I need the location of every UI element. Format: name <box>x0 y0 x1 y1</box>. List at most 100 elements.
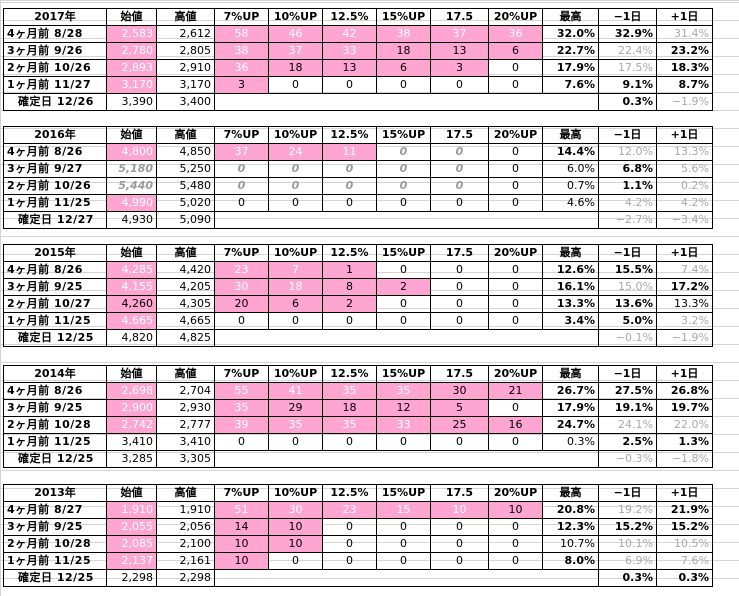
cell-max[interactable]: 3.4% <box>542 312 599 330</box>
column-header[interactable]: 高値 <box>156 365 215 383</box>
cell-c20[interactable]: 36 <box>488 25 543 43</box>
cell-c175[interactable]: 0 <box>430 278 489 296</box>
row-label-cell[interactable]: 4ヶ月前 8/26 <box>3 143 107 161</box>
column-header[interactable]: 7%UP <box>214 244 269 262</box>
column-header[interactable]: 12.5% <box>322 244 377 262</box>
year-cell[interactable]: 2017年 <box>3 8 107 26</box>
cell-c15[interactable]: 35 <box>376 382 431 400</box>
cell-c10[interactable]: 41 <box>268 382 323 400</box>
year-cell[interactable]: 2015年 <box>3 244 107 262</box>
column-header[interactable]: 始値 <box>106 244 157 262</box>
cell-p1[interactable]: 22.0% <box>656 416 713 434</box>
cell-c7[interactable]: 36 <box>214 59 269 77</box>
year-cell[interactable]: 2014年 <box>3 365 107 383</box>
cell-c175[interactable]: 0 <box>430 194 489 212</box>
column-header[interactable]: −1日 <box>598 126 657 144</box>
cell-high[interactable]: 4,420 <box>156 261 215 279</box>
column-header[interactable]: 始値 <box>106 8 157 26</box>
cell-c7[interactable]: 37 <box>214 143 269 161</box>
cell-c7[interactable] <box>214 93 269 111</box>
cell-start[interactable]: 2,085 <box>106 535 157 553</box>
row-label-cell[interactable]: 4ヶ月前 8/26 <box>3 261 107 279</box>
row-label-cell[interactable]: 1ヶ月前 11/25 <box>3 194 107 212</box>
cell-high[interactable]: 2,161 <box>156 552 215 570</box>
cell-c7[interactable]: 0 <box>214 433 269 451</box>
cell-c15[interactable]: 38 <box>376 25 431 43</box>
column-header[interactable]: 20%UP <box>488 365 543 383</box>
cell-high[interactable]: 4,850 <box>156 143 215 161</box>
column-header[interactable]: 12.5% <box>322 8 377 26</box>
cell-high[interactable]: 2,100 <box>156 535 215 553</box>
cell-p1[interactable]: 13.3% <box>656 295 713 313</box>
cell-c10[interactable] <box>268 93 323 111</box>
cell-m1[interactable]: 24.1% <box>598 416 657 434</box>
row-label-cell[interactable]: 2ヶ月前 10/27 <box>3 295 107 313</box>
cell-m1[interactable]: 6.8% <box>598 160 657 178</box>
cell-max[interactable] <box>542 93 599 111</box>
cell-high[interactable]: 1,910 <box>156 501 215 519</box>
column-header[interactable]: 始値 <box>106 365 157 383</box>
column-header[interactable]: 7%UP <box>214 484 269 502</box>
cell-c15[interactable]: 0 <box>376 433 431 451</box>
cell-max[interactable]: 8.0% <box>542 552 599 570</box>
cell-c20[interactable]: 0 <box>488 194 543 212</box>
cell-m1[interactable]: 15.5% <box>598 261 657 279</box>
cell-start[interactable]: 2,742 <box>106 416 157 434</box>
cell-p1[interactable]: 23.2% <box>656 42 713 60</box>
cell-start[interactable]: 5,440 <box>106 177 157 195</box>
cell-high[interactable]: 4,205 <box>156 278 215 296</box>
column-header[interactable]: 20%UP <box>488 126 543 144</box>
cell-m1[interactable]: −0.1% <box>598 329 657 347</box>
cell-high[interactable]: 2,056 <box>156 518 215 536</box>
cell-max[interactable]: 20.8% <box>542 501 599 519</box>
cell-c20[interactable]: 0 <box>488 59 543 77</box>
cell-p1[interactable]: 10.5% <box>656 535 713 553</box>
cell-p1[interactable]: 21.9% <box>656 501 713 519</box>
cell-p1[interactable]: −1.8% <box>656 450 713 468</box>
cell-m1[interactable]: 15.2% <box>598 518 657 536</box>
cell-c10[interactable]: 10 <box>268 535 323 553</box>
cell-c15[interactable]: 0 <box>376 160 431 178</box>
year-cell[interactable]: 2013年 <box>3 484 107 502</box>
cell-p1[interactable]: 5.6% <box>656 160 713 178</box>
cell-c7[interactable]: 38 <box>214 42 269 60</box>
cell-c15[interactable]: 0 <box>376 76 431 94</box>
cell-start[interactable]: 2,298 <box>106 569 157 587</box>
column-header[interactable]: −1日 <box>598 365 657 383</box>
cell-c7[interactable] <box>214 569 269 587</box>
column-header[interactable]: 15%UP <box>376 244 431 262</box>
cell-high[interactable]: 2,704 <box>156 382 215 400</box>
cell-c7[interactable]: 0 <box>214 177 269 195</box>
cell-c7[interactable]: 10 <box>214 552 269 570</box>
cell-c175[interactable]: 10 <box>430 501 489 519</box>
cell-c20[interactable]: 0 <box>488 312 543 330</box>
column-header[interactable]: 12.5% <box>322 126 377 144</box>
column-header[interactable]: 15%UP <box>376 365 431 383</box>
column-header[interactable]: 10%UP <box>268 126 323 144</box>
cell-c10[interactable]: 6 <box>268 295 323 313</box>
row-label-cell[interactable]: 確定日 12/27 <box>3 211 107 229</box>
cell-c125[interactable]: 35 <box>322 382 377 400</box>
cell-high[interactable]: 5,480 <box>156 177 215 195</box>
cell-c15[interactable]: 0 <box>376 194 431 212</box>
cell-high[interactable]: 4,825 <box>156 329 215 347</box>
cell-start[interactable]: 2,137 <box>106 552 157 570</box>
cell-c10[interactable]: 18 <box>268 59 323 77</box>
cell-start[interactable]: 4,800 <box>106 143 157 161</box>
column-header[interactable]: 15%UP <box>376 126 431 144</box>
cell-c125[interactable]: 8 <box>322 278 377 296</box>
cell-c175[interactable]: 30 <box>430 382 489 400</box>
cell-max[interactable]: 16.1% <box>542 278 599 296</box>
row-label-cell[interactable]: 確定日 12/26 <box>3 93 107 111</box>
cell-c125[interactable]: 0 <box>322 433 377 451</box>
cell-max[interactable]: 0.3% <box>542 433 599 451</box>
cell-p1[interactable]: 17.2% <box>656 278 713 296</box>
column-header[interactable]: +1日 <box>656 484 713 502</box>
cell-m1[interactable]: 22.4% <box>598 42 657 60</box>
column-header[interactable]: 10%UP <box>268 365 323 383</box>
cell-c10[interactable]: 10 <box>268 518 323 536</box>
cell-c7[interactable]: 3 <box>214 76 269 94</box>
cell-c175[interactable]: 0 <box>430 160 489 178</box>
column-header[interactable]: 最高 <box>542 244 599 262</box>
cell-c7[interactable]: 58 <box>214 25 269 43</box>
